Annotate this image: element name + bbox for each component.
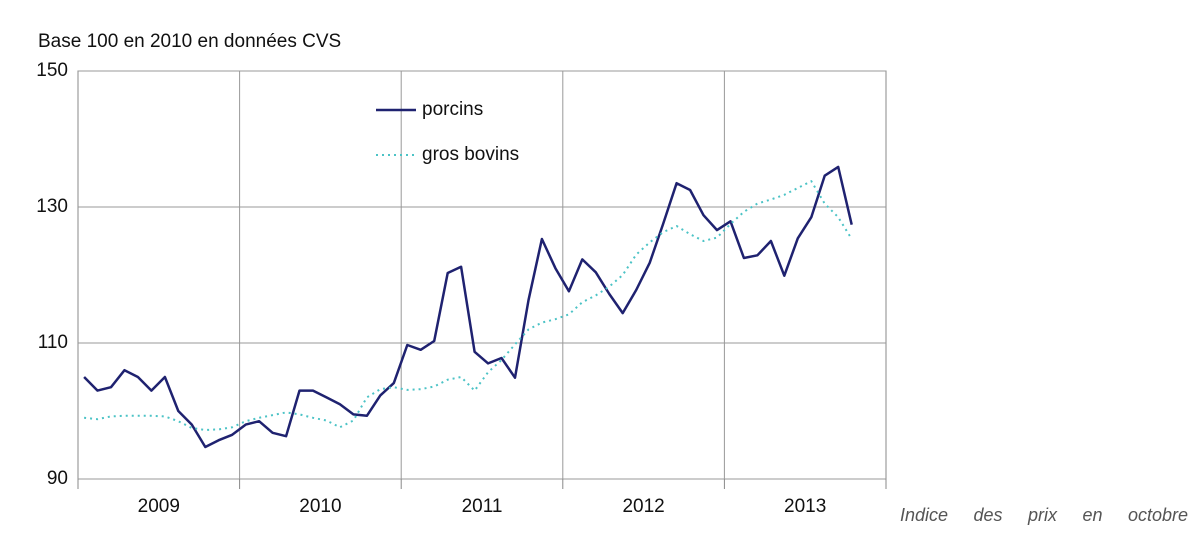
y-tick-label: 110 — [38, 332, 68, 353]
x-tick-label: 2009 — [138, 496, 180, 517]
chart-subtitle: Base 100 en 2010 en données CVS — [38, 31, 341, 52]
line-series — [83, 180, 853, 431]
legend-label: gros bovins — [422, 144, 519, 165]
x-tick-label: 2012 — [622, 496, 664, 517]
legend-label: porcins — [422, 99, 483, 120]
y-tick-label: 150 — [36, 60, 68, 81]
y-tick-label: 130 — [36, 196, 68, 217]
caption: Indice des prix en octobre — [900, 505, 1188, 525]
x-tick-label: 2010 — [299, 496, 341, 517]
line-series — [83, 165, 853, 449]
x-tick-label: 2011 — [462, 496, 503, 517]
plot-frame — [77, 70, 887, 480]
y-tick-label: 90 — [47, 468, 68, 489]
x-tick-label: 2013 — [784, 496, 826, 517]
